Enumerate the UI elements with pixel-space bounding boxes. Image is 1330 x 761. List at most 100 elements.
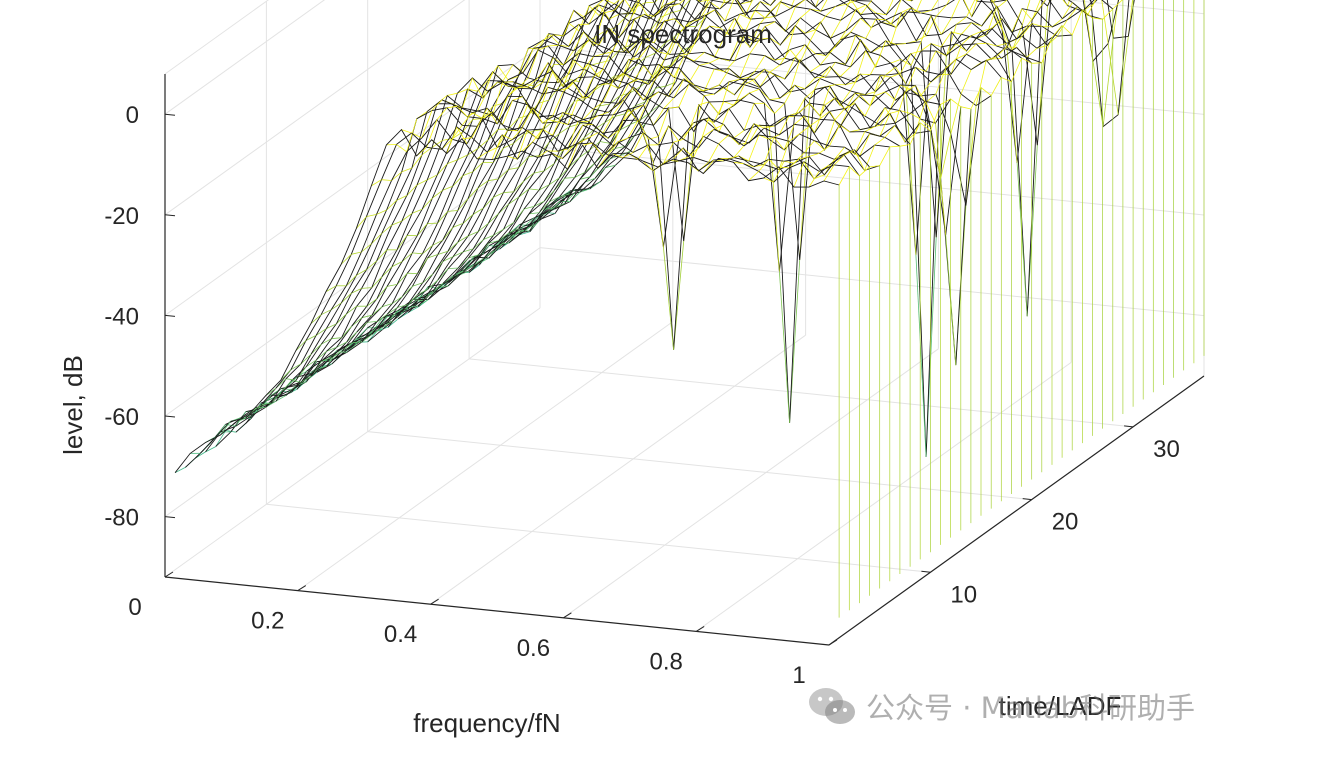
mesh-time-line [174,128,840,473]
mesh-freq-line [729,35,741,61]
mesh-freq-line [693,136,704,158]
mesh-freq-line [673,138,684,143]
mesh-freq-line [884,125,896,138]
mesh-freq-line [790,0,795,9]
mesh-freq-line [879,146,891,166]
mesh-freq-line [778,166,789,169]
mesh-freq-line [869,75,881,106]
mesh-freq-line [456,106,468,117]
mesh-freq-line [935,56,947,238]
mesh-freq-line [789,112,800,116]
mesh-freq-line [634,57,646,67]
mesh-freq-line [371,306,383,316]
mesh-freq-line [1101,0,1109,44]
mesh-freq-line [649,17,661,32]
mesh-freq-line [795,0,806,8]
mesh-freq-line [890,0,902,25]
mesh-freq-line [739,13,751,20]
grid-line [164,146,541,417]
mesh-freq-line [366,298,378,307]
mesh-freq-line [532,107,544,124]
mesh-freq-line [961,22,972,35]
z-axis-label: level, dB [58,355,88,455]
mesh-freq-line [488,240,499,244]
mesh-freq-line [1062,0,1068,6]
mesh-freq-line [900,53,912,74]
z-tick [164,214,176,217]
mesh-freq-line [593,12,605,47]
mesh-freq-line [573,43,585,57]
mesh-freq-line [346,275,357,287]
mesh-freq-line [371,326,383,335]
grid-line [1064,0,1205,15]
mesh-freq-line [614,113,626,117]
grid-line [164,0,466,216]
mesh-freq-line [623,72,634,81]
mesh-freq-line [723,101,735,106]
mesh-freq-line [945,58,957,69]
mesh-freq-line [854,50,866,83]
mesh-freq-line [683,122,694,140]
mesh-freq-line [558,126,570,134]
mesh-freq-line [875,74,886,93]
mesh-freq-line [326,346,337,352]
mesh-freq-line [401,129,412,134]
y-tick-label: 10 [950,581,977,608]
mesh-freq-line [280,369,292,381]
mesh-freq-line [567,77,579,89]
mesh-freq-line [819,66,831,79]
mesh-freq-line [829,39,841,53]
mesh-freq-line [1051,25,1063,38]
mesh-freq-line [910,113,921,120]
mesh-freq-line [749,39,761,55]
mesh-freq-line [321,338,332,345]
mesh-freq-line [773,161,785,183]
mesh-freq-line [925,50,937,72]
mesh-freq-line [760,1,771,6]
mesh-freq-line [588,39,599,46]
mesh-freq-line [655,85,666,89]
mesh-freq-line [638,98,649,123]
mesh-freq-line [749,23,761,48]
mesh-freq-line [915,85,926,103]
mesh-freq-line [804,77,816,90]
mesh-freq-line [528,188,540,191]
mesh-freq-line [572,125,584,146]
mesh-freq-line [899,144,911,147]
mesh-freq-line [396,272,408,285]
mesh-freq-line [618,59,630,89]
mesh-freq-line [657,125,669,145]
mesh-freq-line [587,132,599,139]
mesh-freq-line [719,0,726,10]
mesh-freq-line [644,14,655,17]
mesh-freq-line [432,282,444,292]
mesh-freq-line [845,9,857,32]
mesh-freq-line [834,97,846,111]
mesh-freq-line [809,152,820,157]
mesh-freq-line [457,198,469,211]
mesh-freq-line [672,147,684,160]
mesh-freq-line [699,62,710,66]
mesh-freq-line [300,353,312,365]
mesh-freq-line [834,146,845,160]
mesh-time-line [468,0,663,273]
mesh-freq-line [874,137,886,146]
mesh-freq-line [549,201,561,212]
mesh-freq-line [538,184,550,191]
mesh-freq-line [804,115,815,134]
x-tick [164,571,174,578]
mesh-freq-line [446,126,458,154]
mesh-time-line [256,81,921,411]
mesh-freq-line [543,163,555,172]
mesh-freq-line [769,97,780,101]
mesh-freq-line [894,91,906,124]
mesh-freq-line [734,34,746,61]
mesh-freq-line [623,56,635,74]
mesh-time-line [397,0,1063,320]
mesh-freq-line [521,141,533,152]
mesh-freq-line [930,15,942,35]
mesh-freq-line [793,161,805,188]
mesh-freq-line [583,56,594,70]
mesh-freq-line [622,110,634,121]
mesh-freq-line [773,136,785,151]
